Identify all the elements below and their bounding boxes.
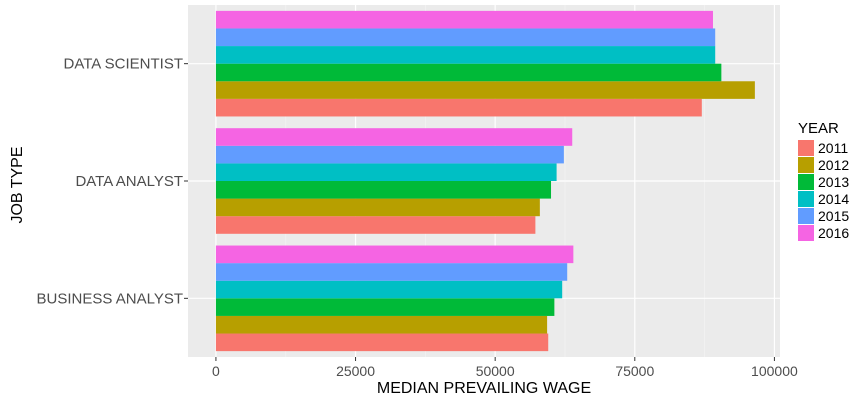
bar-2016 [215,128,573,146]
legend-key [798,156,814,173]
legend-label: 2011 [818,139,849,156]
x-axis: 0 25000 50000 75000 100000 [212,357,798,379]
legend-title: YEAR [798,120,839,137]
legend-label: 2016 [818,224,850,241]
bars [215,10,755,352]
legend-label: 2015 [818,207,850,224]
bar-2012 [215,315,548,334]
legend-key [798,173,814,190]
legend-item: 2016 [798,224,849,241]
legend-items: 2011 2012 2013 2014 2015 2016 [798,139,849,241]
x-tick-label: 50000 [476,363,515,379]
bar-2012 [215,198,540,217]
bar-2014 [215,46,716,64]
bar-2011 [215,98,702,117]
y-axis-title: JOB TYPE [9,146,26,224]
legend-label: 2012 [818,156,850,173]
bar-2015 [215,28,716,47]
legend-item: 2011 [798,139,849,156]
legend-item: 2013 [798,173,849,190]
bar-2012 [215,81,755,99]
x-tick-label: 100000 [751,363,798,379]
legend-key [798,139,814,156]
bar-2013 [215,298,555,316]
y-axis: BUSINESS ANALYST DATA ANALYST DATA SCIENTI… [37,56,188,307]
bar-2011 [215,333,549,352]
legend-key [798,224,814,241]
legend-item: 2012 [798,156,849,173]
bar-2013 [215,63,722,82]
bar-2011 [215,216,536,234]
x-tick-label: 75000 [615,363,654,379]
legend-item: 2014 [798,190,849,207]
bar-2015 [215,145,564,164]
bar-2014 [215,163,557,181]
y-tick-label: BUSINESS ANALYST [37,290,183,307]
x-tick-label: 0 [212,363,220,379]
legend: YEAR 2011 2012 2013 2014 2015 2016 [798,120,849,241]
legend-key [798,190,814,207]
legend-key [798,207,814,224]
bar-2016 [215,10,713,29]
bar-2015 [215,263,568,281]
bar-2014 [215,280,563,299]
bar-2013 [215,181,552,199]
legend-label: 2013 [818,173,850,190]
legend-label: 2014 [818,190,850,207]
x-tick-label: 25000 [336,363,375,379]
x-axis-title: MEDIAN PREVAILING WAGE [376,380,592,397]
y-tick-label: DATA SCIENTIST [64,56,183,73]
legend-item: 2015 [798,207,849,224]
y-tick-label: DATA ANALYST [75,173,183,190]
bar-2016 [215,245,574,264]
